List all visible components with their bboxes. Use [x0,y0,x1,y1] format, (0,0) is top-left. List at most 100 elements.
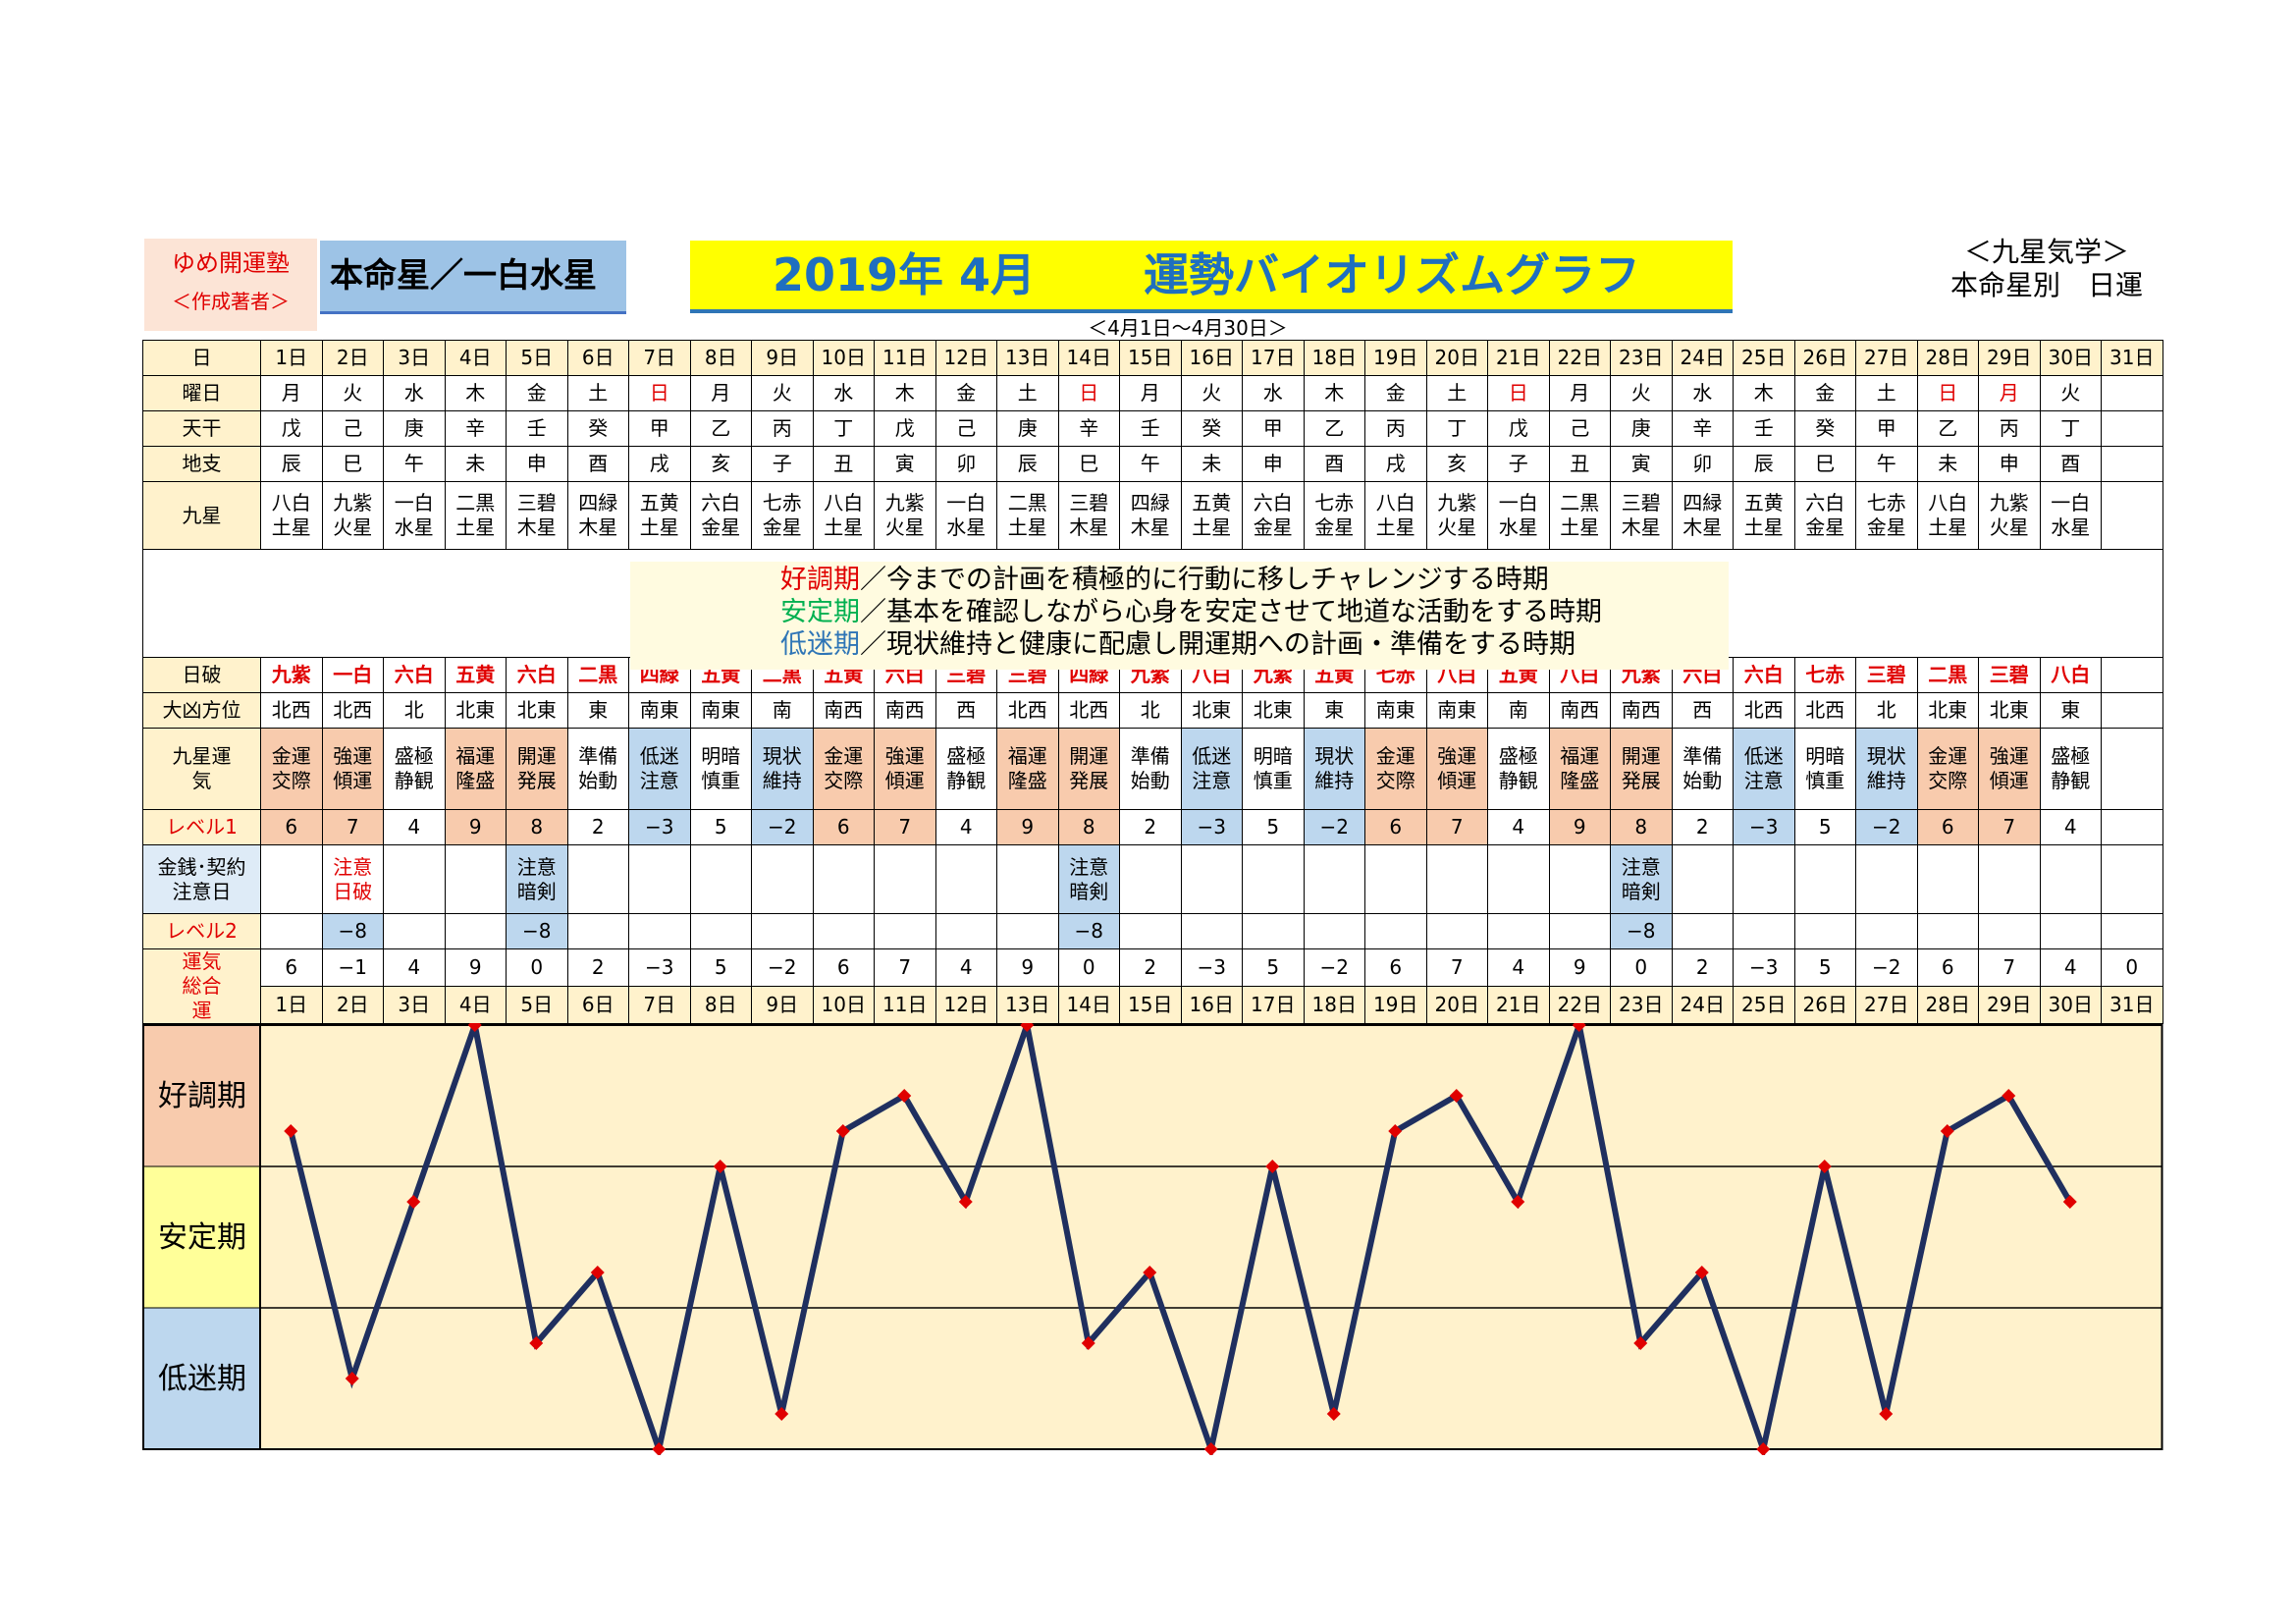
unki-cell: 強運 傾運 [321,728,384,810]
money-cell [1242,844,1305,914]
cell-line1: 一白 [946,491,987,514]
day-cell: 13日 [996,986,1059,1024]
data-point [1326,1407,1341,1421]
stem-cell: 壬 [506,410,568,447]
level1-cell: 8 [1610,809,1673,845]
nine-star-cell: 九紫 火星 [1978,481,2041,550]
level1-cell: 4 [1487,809,1550,845]
cell-line1: 三碧 [516,491,557,514]
nine-star-row: 九星 八白 土星 九紫 火星 一白 水星 二黒 土星 三碧 木星 四緑 木星 五黄 土星 六白 金星 七赤 金星 八白… [142,481,2163,550]
phase-text-stable: ／基本を確認しながら心身を安定させて地道な活動をする時期 [860,597,1602,627]
nine-star-cell: 五黄 土星 [628,481,691,550]
cell-line1: 六白 [701,491,741,514]
money-cell [812,844,875,914]
weekday-cell: 水 [1242,375,1305,411]
category-line2: 本命星別 日運 [1949,269,2143,301]
level1-cell: 8 [506,809,568,845]
cell-line2: 水星 [1498,515,1538,539]
cell-line2: 土星 [1192,515,1232,539]
cell-line1: 一白 [394,491,434,514]
cell-line1: 開運 [1621,744,1661,768]
cell-line1: 五黄 [1743,491,1784,514]
cell-line2: 土星 [1928,515,1968,539]
nine-star-cell: 七赤 金星 [1855,481,1918,550]
weekday-cell: 日 [1487,375,1550,411]
cell-line2: 傾運 [1437,769,1477,792]
stem-cell: 辛 [444,410,507,447]
level2-cell [2039,913,2102,949]
day-cell: 12日 [934,340,997,376]
data-point [1511,1195,1525,1209]
stem-cell: 丙 [751,410,814,447]
cell-line1: 八白 [1375,491,1415,514]
nine-star-cell: 一白 水星 [934,481,997,550]
weekday-cell: 水 [383,375,446,411]
cell-line2: 始動 [1682,769,1723,792]
branch-cell: 午 [383,446,446,482]
cell-line1: 福運 [1007,744,1047,768]
nine-star-cell: 八白 土星 [1364,481,1427,550]
cell-line2: 維持 [1314,769,1355,792]
weekday-cell: 金 [1793,375,1856,411]
branch-cell: 巳 [1793,446,1856,482]
cell-line1: 強運 [333,744,373,768]
nichiha-cell: 六白 [506,657,568,693]
branch-cell: 未 [1180,446,1243,482]
cell-line2: 木星 [578,515,618,539]
day-cell: 12日 [934,986,997,1024]
cell-line2: 暗剣 [1069,879,1109,903]
level1-cell: 9 [996,809,1059,845]
stem-cell: 乙 [689,410,752,447]
branch-cell: 卯 [1671,446,1734,482]
cell-line1: 九紫 [884,491,925,514]
unki-cell: 準備 始動 [1671,728,1734,810]
level1-cell: −2 [1303,809,1365,845]
cell-line2: 発展 [1621,769,1661,792]
level2-cell [260,913,323,949]
day-cell: 29日 [1978,986,2041,1024]
day-cell: 11日 [874,986,936,1024]
weekday-cell: 月 [260,375,323,411]
data-point [590,1266,605,1279]
day-cell: 27日 [1855,986,1918,1024]
nine-star-cell: 九紫 火星 [321,481,384,550]
stem-cell: 丙 [1364,410,1427,447]
level2-cell [1425,913,1488,949]
money-cell [1548,844,1611,914]
level1-cell: 5 [1242,809,1305,845]
stem-cell: 丁 [2039,410,2102,447]
total-cell: 2 [1671,948,1734,987]
day-cell: 2日 [321,340,384,376]
money-cell [1425,844,1488,914]
branch-cell: 丑 [812,446,875,482]
total-cell: 9 [1548,948,1611,987]
nine-star-cell: 五黄 土星 [1180,481,1243,550]
level2-cell [1978,913,2041,949]
day-cell: 31日 [2101,340,2163,376]
day-cell: 26日 [1793,340,1856,376]
day-cell: 8日 [689,340,752,376]
weekday-cell: 日 [628,375,691,411]
unki-cell: 盛極 静観 [383,728,446,810]
stem-cell: 辛 [1671,410,1734,447]
day-cell: 22日 [1548,340,1611,376]
cell-line2: 火星 [1437,515,1477,539]
level1-cell: 6 [1916,809,1979,845]
cell-line1: 開運 [516,744,557,768]
day-cell: 5日 [506,986,568,1024]
day-cell: 19日 [1364,340,1427,376]
daikyo-cell: 東 [2039,692,2102,729]
data-point [284,1124,298,1138]
cell-line1: 低迷 [1743,744,1784,768]
daikyo-cell: 北西 [1733,692,1795,729]
unki-cell: 強運 傾運 [1978,728,2041,810]
day-cell: 24日 [1671,340,1734,376]
phase-name-good: 好調期 [780,565,860,595]
daikyo-cell: 南東 [628,692,691,729]
unki-cell: 強運 傾運 [874,728,936,810]
day-cell: 30日 [2039,340,2102,376]
level1-cell: 5 [689,809,752,845]
weekday-cell: 火 [321,375,384,411]
cell-line1: 現状 [1866,744,1906,768]
